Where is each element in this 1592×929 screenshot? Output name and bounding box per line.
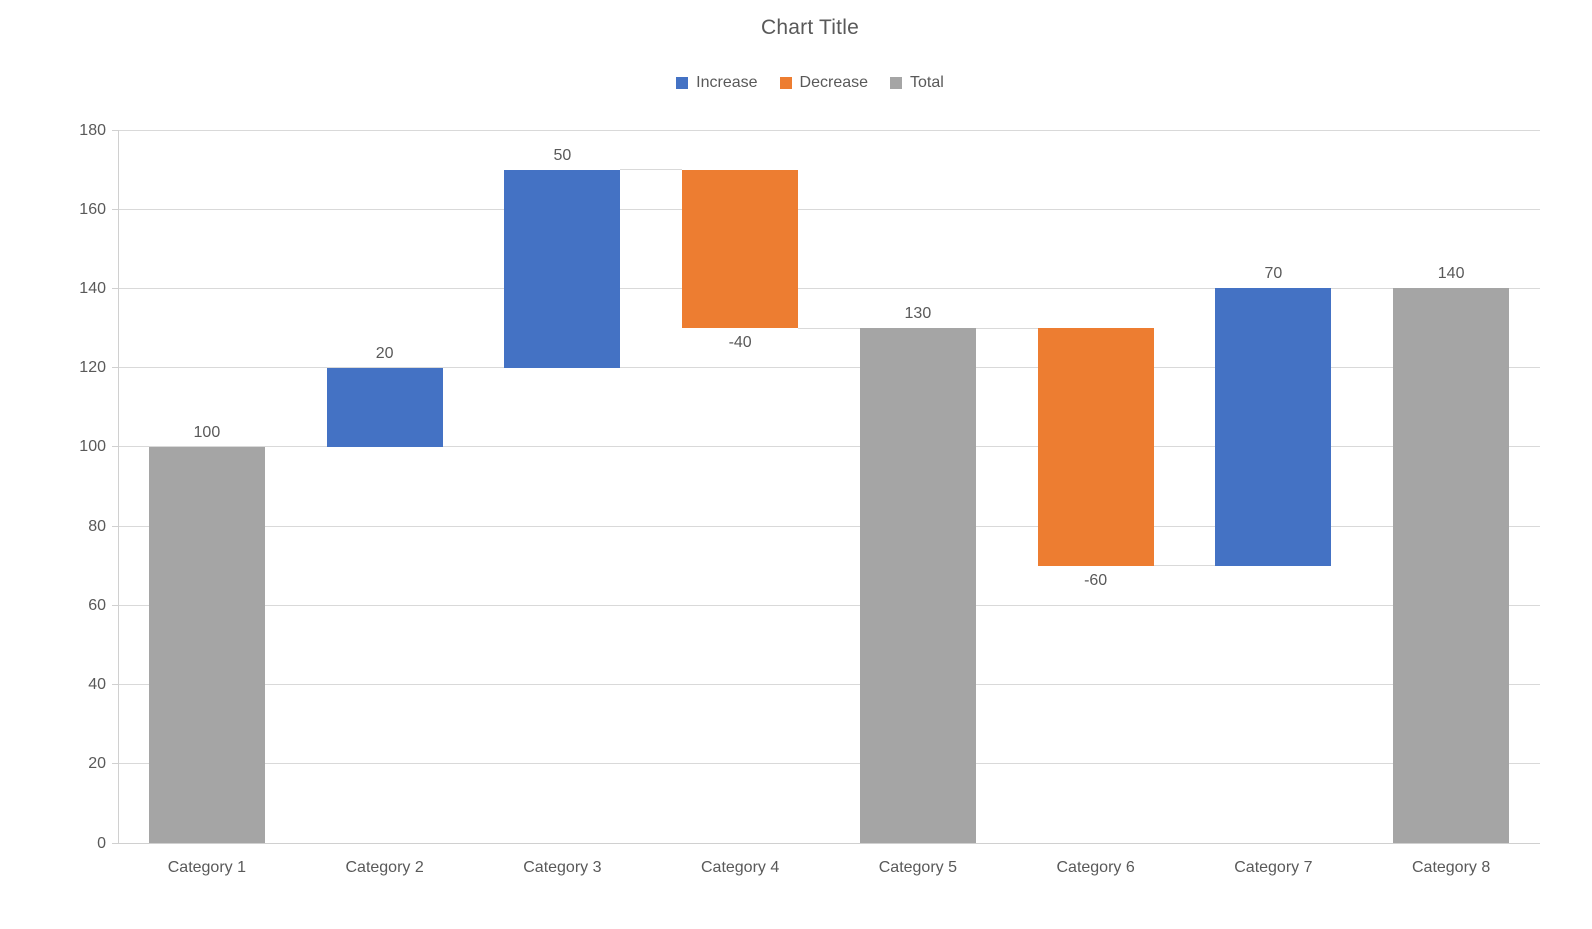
- data-label: -40: [728, 334, 752, 352]
- y-axis-label: 20: [88, 755, 106, 773]
- legend-swatch-decrease: [779, 77, 792, 89]
- y-axis-label: 180: [79, 121, 106, 139]
- y-axis-label: 120: [79, 359, 106, 377]
- legend-item-total[interactable]: Total: [890, 74, 944, 92]
- bar-category-6[interactable]: [1037, 328, 1154, 566]
- bar-category-7[interactable]: [1215, 288, 1332, 566]
- y-axis-tick: [112, 367, 118, 369]
- legend-item-increase[interactable]: Increase: [676, 74, 758, 92]
- gridline: [118, 367, 1540, 369]
- y-axis-tick: [112, 525, 118, 527]
- y-axis-label: 160: [79, 200, 106, 218]
- bar-category-3[interactable]: [504, 169, 621, 368]
- y-axis-tick: [112, 604, 118, 606]
- gridline: [118, 604, 1540, 606]
- connector-line: [1153, 565, 1216, 567]
- legend: Increase Decrease Total: [28, 74, 1592, 92]
- y-axis-label: 100: [79, 438, 106, 456]
- x-axis-label: Category 1: [167, 859, 246, 876]
- gridline: [118, 208, 1540, 210]
- data-label: 100: [193, 423, 221, 441]
- gridline: [118, 525, 1540, 527]
- chart-title: Chart Title: [761, 16, 859, 39]
- data-label: 140: [1437, 265, 1465, 283]
- x-axis-label: Category 3: [523, 859, 602, 876]
- data-label: 50: [553, 146, 572, 164]
- bar-category-5[interactable]: [859, 328, 976, 843]
- data-label: 70: [1264, 265, 1283, 283]
- legend-swatch-increase: [676, 77, 689, 89]
- y-axis-tick: [112, 208, 118, 210]
- bar-category-1[interactable]: [148, 446, 265, 843]
- x-axis-label: Category 7: [1234, 859, 1313, 876]
- legend-swatch-total: [890, 77, 903, 89]
- y-axis-tick: [112, 446, 118, 448]
- y-axis-tick: [112, 763, 118, 765]
- legend-label: Decrease: [799, 74, 869, 91]
- gridline: [118, 684, 1540, 686]
- bar-category-2[interactable]: [326, 367, 443, 447]
- x-axis-label: Category 5: [878, 859, 957, 876]
- legend-label: Total: [910, 74, 944, 91]
- x-axis-label: Category 2: [345, 859, 424, 876]
- x-axis-label: Category 8: [1411, 859, 1491, 876]
- connector-line: [620, 169, 683, 171]
- data-label: 130: [904, 305, 932, 323]
- data-label: 20: [375, 344, 394, 362]
- bar-category-8[interactable]: [1393, 288, 1510, 843]
- connector-line: [442, 367, 505, 369]
- gridline: [118, 763, 1540, 765]
- y-axis-label: 40: [88, 676, 106, 694]
- legend-item-decrease[interactable]: Decrease: [779, 74, 869, 92]
- connector-line: [264, 446, 327, 448]
- legend-label: Increase: [696, 74, 758, 91]
- y-axis-line: [118, 130, 119, 843]
- y-axis-label: 60: [88, 596, 106, 614]
- connector-line: [975, 327, 1038, 329]
- gridline: [118, 446, 1540, 448]
- data-label: -60: [1084, 571, 1108, 589]
- y-axis-label: 0: [97, 834, 106, 852]
- y-axis-tick: [112, 287, 118, 289]
- x-axis-label: Category 6: [1056, 859, 1135, 876]
- gridline: [118, 287, 1540, 289]
- connector-line: [798, 327, 860, 329]
- bar-category-4[interactable]: [682, 169, 799, 329]
- y-axis-tick: [112, 684, 118, 686]
- connector-line: [1331, 287, 1394, 289]
- y-axis-tick: [112, 129, 118, 131]
- y-axis-label: 140: [79, 279, 106, 297]
- y-axis-label: 80: [88, 517, 106, 535]
- gridline: [118, 129, 1540, 131]
- x-axis-line: [112, 843, 1540, 844]
- x-axis-label: Category 4: [700, 859, 780, 876]
